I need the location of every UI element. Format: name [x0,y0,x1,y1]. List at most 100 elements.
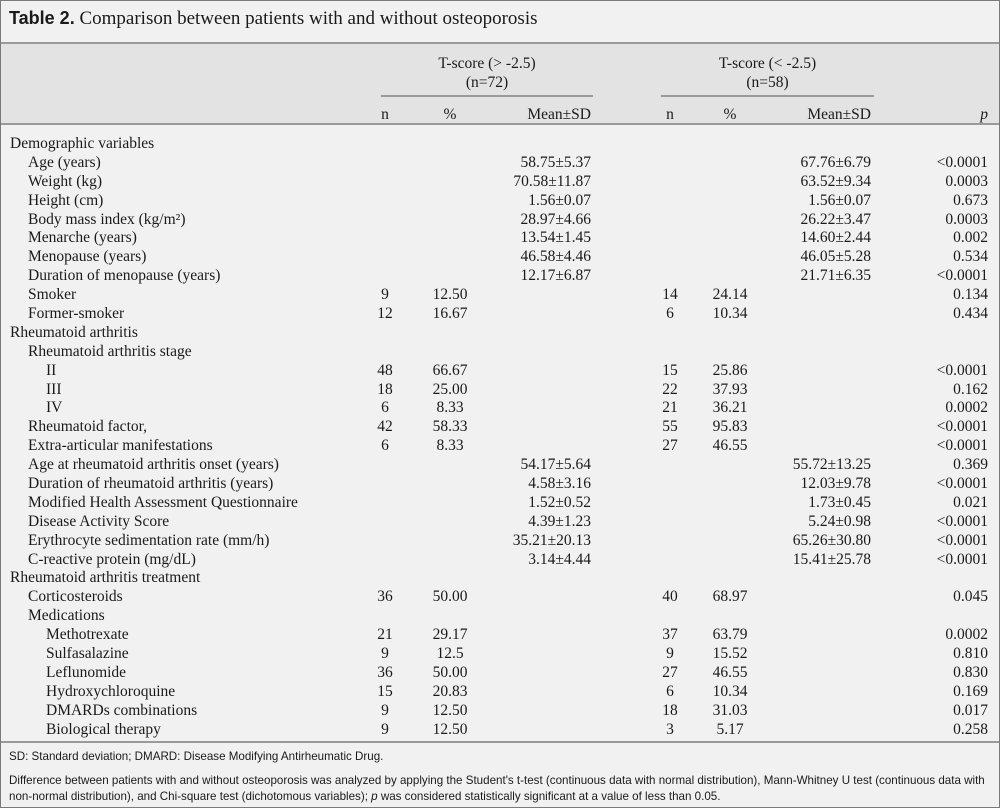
table-row: Height (cm) 1.56±0.07 1.56±0.07 0.673 [0,192,1000,211]
cell-p: 0.0002 [945,626,988,644]
cell-mean: 46.58±4.46 [520,248,591,266]
row-label: Medications [28,607,105,625]
cell-pct: 68.97 [712,588,748,606]
cell-n: 6 [666,305,674,323]
cell-p: <0.0001 [936,550,988,568]
table-row: Disease Activity Score 4.39±1.23 5.24±0.98… [0,513,1000,532]
table-row: III 18 25.00 22 37.93 0.162 [0,381,1000,400]
cell-pct: 46.55 [712,663,748,681]
cell-mean: 63.52±9.34 [800,172,871,190]
col-header-mean: Mean±SD [527,106,591,123]
row-label: IV [46,399,63,417]
col-header-mean: Mean±SD [807,106,871,123]
cell-mean: 15.41±25.78 [792,550,871,568]
cell-n: 48 [377,361,393,379]
cell-n: 40 [662,588,678,606]
table-row: Leflunomide 36 50.00 27 46.55 0.830 [0,664,1000,683]
cell-pct: 20.83 [432,682,468,700]
row-label: Body mass index (kg/m²) [28,210,186,228]
table-row: Medications [0,607,1000,626]
row-label: Hydroxychloroquine [46,682,176,700]
table-row: Modified Health Assessment Questionnaire… [0,494,1000,513]
cell-mean: 46.05±5.28 [800,248,871,266]
cell-p: <0.0001 [936,418,988,436]
cell-n: 18 [662,701,678,719]
cell-mean: 21.71±6.35 [800,267,871,285]
cell-p: 0.0003 [945,210,988,228]
row-label: II [46,361,57,379]
cell-n: 14 [662,286,678,304]
cell-mean: 54.17±5.64 [520,456,591,474]
row-label: Corticosteroids [28,588,123,606]
cell-pct: 31.03 [712,701,748,719]
table-row: Extra-articular manifestations 6 8.33 27 46.… [0,437,1000,456]
cell-p: 0.258 [953,720,988,738]
table-row: IV 6 8.33 21 36.21 0.0002 [0,399,1000,418]
row-label: Modified Health Assessment Questionnaire [28,493,298,511]
cell-mean: 65.26±30.80 [792,531,871,549]
row-label: Erythrocyte sedimentation rate (mm/h) [28,531,270,549]
row-label: DMARDs combinations [46,701,198,719]
row-label: Extra-articular manifestations [28,437,213,455]
cell-pct: 37.93 [712,380,748,398]
row-label: Biological therapy [46,720,161,738]
row-label: Rheumatoid arthritis [10,323,138,341]
table-caption: Comparison between patients with and wit… [79,8,538,29]
cell-n: 18 [377,380,393,398]
table-row: Age (years) 58.75±5.37 67.76±6.79 <0.0001 [0,154,1000,173]
cell-p: 0.534 [953,248,988,266]
table-row: Smoker 9 12.50 14 24.14 0.134 [0,286,1000,305]
cell-pct: 10.34 [712,305,748,323]
table-header: T-score (> -2.5) (n=72) T-score (< -2.5)… [1,42,999,125]
cell-pct: 25.00 [432,380,468,398]
col-header-p: p [980,106,988,123]
cell-mean: 1.56±0.07 [528,191,591,209]
row-label: Sulfasalazine [46,645,129,663]
cell-n: 27 [662,663,678,681]
cell-p: 0.810 [953,645,988,663]
table-row: Rheumatoid arthritis stage [0,343,1000,362]
table-number: Table 2. [9,8,75,28]
cell-n: 21 [662,399,678,417]
cell-pct: 12.50 [432,286,468,304]
table-row: II 48 66.67 15 25.86 <0.0001 [0,362,1000,381]
cell-n: 15 [377,682,393,700]
table-row: Sulfasalazine 9 12.5 9 15.52 0.810 [0,645,1000,664]
section-row: Demographic variables [0,135,1000,154]
table-row: Weight (kg) 70.58±11.87 63.52±9.34 0.0003 [0,173,1000,192]
cell-n: 21 [377,626,393,644]
col-header-n: n [666,106,674,123]
group-count: (n=72) [465,74,509,91]
cell-p: 0.045 [953,588,988,606]
group-label: T-score (> -2.5) [438,55,536,72]
row-label: Weight (kg) [28,172,103,190]
cell-p: 0.017 [953,701,988,719]
cell-mean: 58.75±5.37 [520,153,591,171]
cell-p: 0.673 [953,191,988,209]
row-label: Age at rheumatoid arthritis onset (years… [28,456,279,474]
section-row: Rheumatoid arthritis [0,324,1000,343]
cell-p: 0.0002 [945,399,988,417]
cell-pct: 12.50 [432,701,468,719]
cell-n: 27 [662,437,678,455]
row-label: Disease Activity Score [28,512,170,530]
cell-n: 22 [662,380,678,398]
cell-n: 6 [666,682,674,700]
section-row: Rheumatoid arthritis treatment [0,569,1000,588]
cell-pct: 58.33 [432,418,468,436]
cell-mean: 1.56±0.07 [808,191,871,209]
table-row: Corticosteroids 36 50.00 40 68.97 0.045 [0,588,1000,607]
row-label: Former-smoker [28,305,125,323]
table-body: Demographic variables Age (years) 58.75±5.… [0,135,1000,740]
cell-pct: 12.5 [436,645,464,663]
table-row: C-reactive protein (mg/dL) 3.14±4.44 15.41… [0,551,1000,570]
table-row: DMARDs combinations 9 12.50 18 31.03 0.017 [0,702,1000,721]
cell-n: 36 [377,588,393,606]
cell-n: 6 [381,399,389,417]
cell-mean: 14.60±2.44 [800,229,871,247]
cell-mean: 67.76±6.79 [800,153,871,171]
table-row: Duration of rheumatoid arthritis (years)… [0,475,1000,494]
cell-pct: 29.17 [432,626,468,644]
cell-p: <0.0001 [936,531,988,549]
cell-pct: 95.83 [712,418,748,436]
